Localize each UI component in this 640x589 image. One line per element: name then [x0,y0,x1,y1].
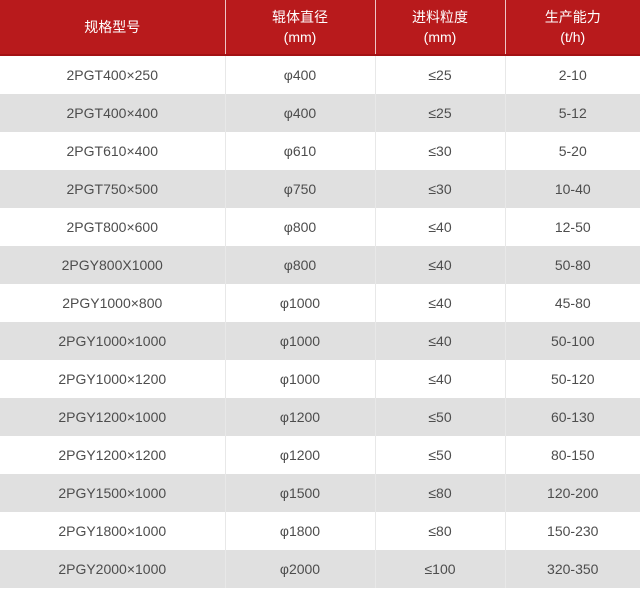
table-body: 2PGT400×250 φ400 ≤25 2-10 2PGT400×400 φ400 ≤25… [0,55,640,588]
table-row: 2PGY1000×1000 φ1000 ≤40 50-100 [0,322,640,360]
header-row: 规格型号 辊体直径 (mm) 进料粒度 (mm) 生产能力 (t/h) [0,0,640,56]
cell-model: 2PGY1800×1000 [0,512,225,550]
cell-model: 2PGY1000×1000 [0,322,225,360]
cell-capacity: 5-20 [504,132,640,170]
table-row: 2PGY800X1000 φ800 ≤40 50-80 [0,246,640,284]
cell-feed-size: ≤40 [374,360,505,398]
table-row: 2PGT610×400 φ610 ≤30 5-20 [0,132,640,170]
cell-model: 2PGT400×400 [0,94,225,132]
header-unit: (t/h) [560,29,586,45]
cell-feed-size: ≤50 [374,398,505,436]
cell-feed-size: ≤80 [374,512,505,550]
header-unit: (mm) [423,29,457,45]
table-row: 2PGY1000×1200 φ1000 ≤40 50-120 [0,360,640,398]
cell-model: 2PGY1500×1000 [0,474,225,512]
cell-roller-diameter: φ1800 [224,512,375,550]
cell-model: 2PGT400×250 [0,55,225,94]
table-row: 2PGT800×600 φ800 ≤40 12-50 [0,208,640,246]
cell-feed-size: ≤40 [374,284,505,322]
cell-feed-size: ≤30 [374,170,505,208]
cell-feed-size: ≤100 [374,550,505,588]
cell-capacity: 12-50 [504,208,640,246]
header-label: 生产能力 [544,9,601,25]
cell-capacity: 320-350 [504,550,640,588]
cell-feed-size: ≤80 [374,474,505,512]
cell-capacity: 2-10 [504,55,640,94]
cell-model: 2PGY1200×1200 [0,436,225,474]
cell-model: 2PGT800×600 [0,208,225,246]
cell-capacity: 120-200 [504,474,640,512]
cell-roller-diameter: φ2000 [224,550,375,588]
table-row: 2PGY1200×1200 φ1200 ≤50 80-150 [0,436,640,474]
cell-feed-size: ≤40 [374,246,505,284]
cell-roller-diameter: φ1200 [224,436,375,474]
cell-roller-diameter: φ750 [224,170,375,208]
header-cell-model: 规格型号 [0,0,225,56]
table-row: 2PGY2000×1000 φ2000 ≤100 320-350 [0,550,640,588]
cell-model: 2PGT610×400 [0,132,225,170]
cell-roller-diameter: φ1500 [224,474,375,512]
cell-roller-diameter: φ1000 [224,360,375,398]
cell-capacity: 10-40 [504,170,640,208]
cell-feed-size: ≤25 [374,55,505,94]
cell-roller-diameter: φ1000 [224,284,375,322]
cell-feed-size: ≤40 [374,322,505,360]
table-row: 2PGY1200×1000 φ1200 ≤50 60-130 [0,398,640,436]
header-unit: (mm) [283,29,317,45]
cell-roller-diameter: φ1000 [224,322,375,360]
cell-model: 2PGY1000×1200 [0,360,225,398]
table-row: 2PGT400×250 φ400 ≤25 2-10 [0,55,640,94]
header-cell-capacity: 生产能力 (t/h) [504,0,640,56]
table-row: 2PGY1000×800 φ1000 ≤40 45-80 [0,284,640,322]
cell-model: 2PGT750×500 [0,170,225,208]
table-row: 2PGY1500×1000 φ1500 ≤80 120-200 [0,474,640,512]
cell-capacity: 50-80 [504,246,640,284]
cell-capacity: 80-150 [504,436,640,474]
cell-feed-size: ≤50 [374,436,505,474]
cell-model: 2PGY2000×1000 [0,550,225,588]
cell-roller-diameter: φ800 [224,208,375,246]
table-row: 2PGT750×500 φ750 ≤30 10-40 [0,170,640,208]
cell-model: 2PGY800X1000 [0,246,225,284]
cell-feed-size: ≤30 [374,132,505,170]
table-header: 规格型号 辊体直径 (mm) 进料粒度 (mm) 生产能力 (t/h) [0,0,640,56]
header-label: 辊体直径 [272,9,328,25]
cell-capacity: 45-80 [504,284,640,322]
cell-roller-diameter: φ400 [224,94,375,132]
header-cell-roller-diameter: 辊体直径 (mm) [224,0,375,56]
header-cell-feed-size: 进料粒度 (mm) [374,0,505,56]
cell-roller-diameter: φ800 [224,246,375,284]
cell-capacity: 5-12 [504,94,640,132]
cell-feed-size: ≤25 [374,94,505,132]
header-label: 进料粒度 [412,9,468,25]
cell-model: 2PGY1200×1000 [0,398,225,436]
header-label: 规格型号 [84,19,141,35]
cell-capacity: 50-120 [504,360,640,398]
table-row: 2PGY1800×1000 φ1800 ≤80 150-230 [0,512,640,550]
cell-roller-diameter: φ1200 [224,398,375,436]
cell-capacity: 150-230 [504,512,640,550]
cell-capacity: 50-100 [504,322,640,360]
cell-capacity: 60-130 [504,398,640,436]
cell-roller-diameter: φ400 [224,55,375,94]
table-row: 2PGT400×400 φ400 ≤25 5-12 [0,94,640,132]
cell-model: 2PGY1000×800 [0,284,225,322]
cell-feed-size: ≤40 [374,208,505,246]
cell-roller-diameter: φ610 [224,132,375,170]
